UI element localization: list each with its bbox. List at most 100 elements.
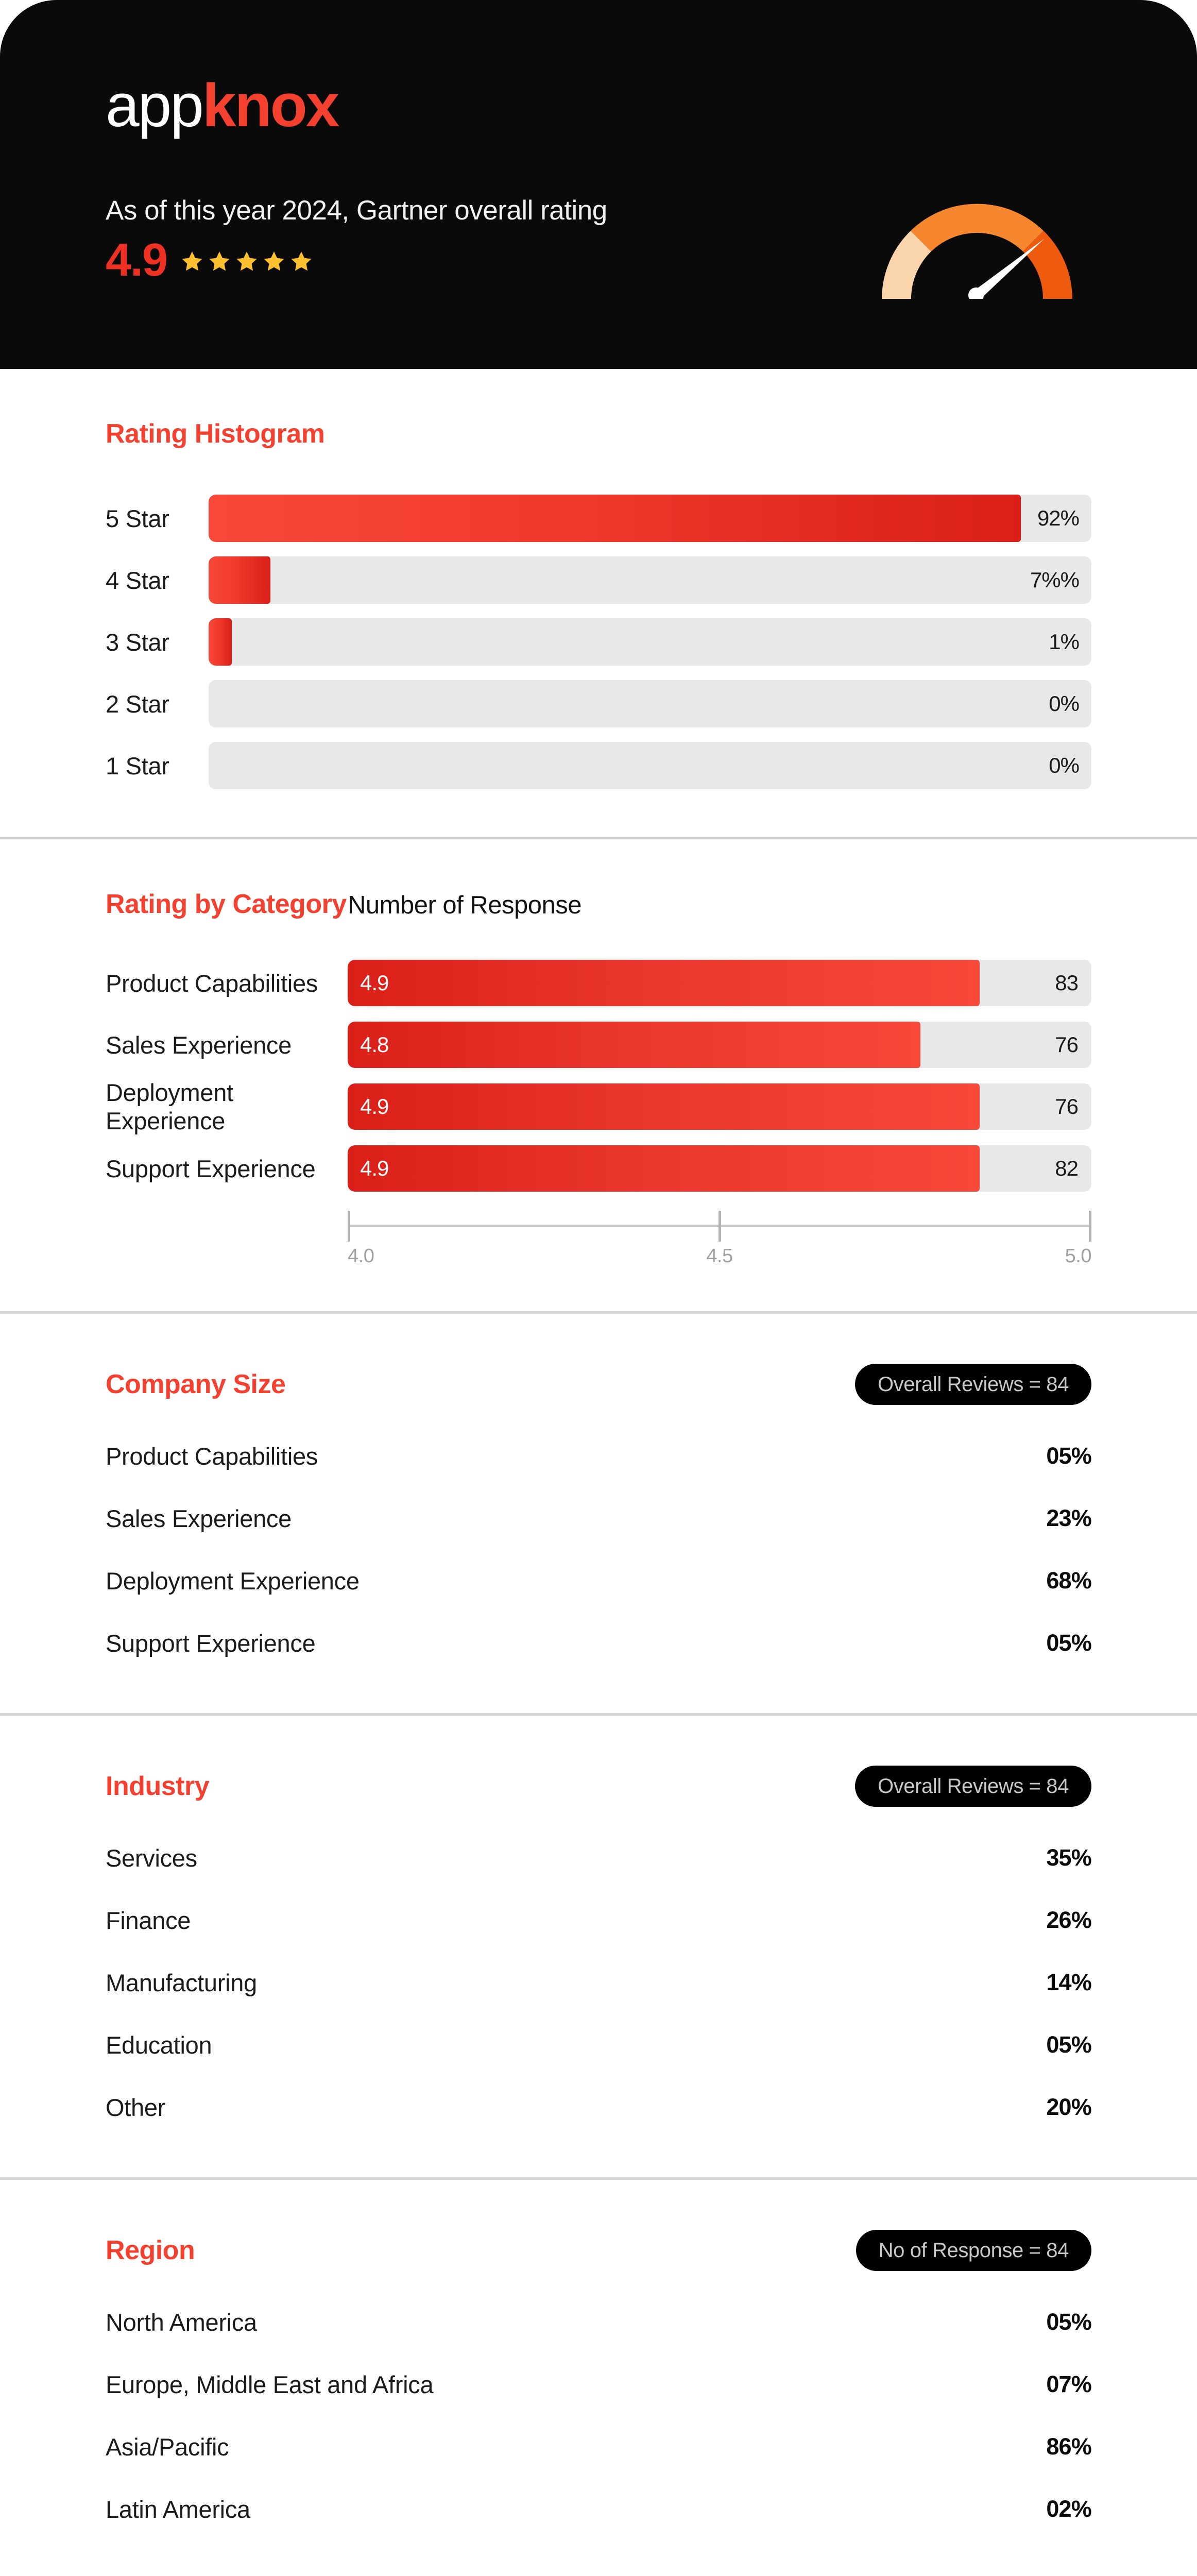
category-row-label: Support Experience xyxy=(106,1155,316,1182)
industry-header: Industry Overall Reviews = 84 xyxy=(106,1766,1091,1807)
brand-logo-knox: knox xyxy=(202,72,339,140)
table-row: Support Experience 4.9 82 xyxy=(106,1145,1091,1192)
list-item-value: 05% xyxy=(1046,1630,1091,1656)
region-rows: North America 05% Europe, Middle East an… xyxy=(106,2301,1092,2530)
list-item-value: 05% xyxy=(1046,2031,1091,2058)
section-divider xyxy=(0,837,1197,839)
table-row: 2 Star 0% xyxy=(106,680,1091,727)
histogram-row-value: 7%% xyxy=(1030,568,1080,592)
list-item: Asia/Pacific 86% xyxy=(106,2426,1092,2467)
status-badge: No of Response = 84 xyxy=(856,2230,1091,2271)
list-item-label: Deployment Experience xyxy=(106,1567,360,1595)
header-subtitle: As of this year 2024, Gartner overall ra… xyxy=(106,195,607,226)
category-response-count: 83 xyxy=(1055,971,1079,995)
list-item: Support Experience 05% xyxy=(106,1622,1092,1664)
company-size-rows: Product Capabilities 05% Sales Experienc… xyxy=(106,1435,1092,1664)
category-score: 4.9 xyxy=(360,1094,389,1118)
company-size-title: Company Size xyxy=(106,1369,286,1399)
axis-tick-label: 5.0 xyxy=(1065,1245,1092,1267)
histogram-row-value: 0% xyxy=(1049,691,1080,716)
category-bar-fill: 4.9 xyxy=(348,1145,980,1192)
histogram-bar-track: 7%% xyxy=(209,556,1091,604)
category-row-label: Sales Experience xyxy=(106,1031,292,1059)
list-item-value: 35% xyxy=(1046,1844,1091,1871)
list-item: North America 05% xyxy=(106,2301,1092,2343)
histogram-bar-track: 92% xyxy=(209,495,1091,542)
histogram-bar-track: 0% xyxy=(209,680,1091,727)
company-size-section: Company Size Overall Reviews = 84 Produc… xyxy=(0,1314,1197,1713)
rating-by-category-rows: Product Capabilities 4.9 83 Sales Experi… xyxy=(106,960,1091,1192)
list-item-label: Finance xyxy=(106,1906,191,1934)
list-item-label: Other xyxy=(106,2093,166,2121)
company-size-header: Company Size Overall Reviews = 84 xyxy=(106,1364,1091,1405)
list-item: Product Capabilities 05% xyxy=(106,1435,1092,1477)
star-icon xyxy=(182,251,202,271)
category-bar-fill: 4.9 xyxy=(348,960,980,1006)
section-divider xyxy=(0,2177,1197,2180)
list-item: Sales Experience 23% xyxy=(106,1498,1092,1539)
category-bar-track: 4.9 82 xyxy=(348,1145,1091,1192)
histogram-row-label: 5 Star xyxy=(106,504,169,532)
page-header: appknox As of this year 2024, Gartner ov… xyxy=(0,0,1197,369)
histogram-row-value: 1% xyxy=(1049,630,1080,654)
list-item: Finance 26% xyxy=(106,1900,1092,1941)
list-item-value: 68% xyxy=(1046,1567,1091,1594)
axis-tick xyxy=(1089,1211,1091,1242)
list-item-label: Education xyxy=(106,2031,212,2059)
category-row-label: Deployment Experience xyxy=(106,1079,233,1134)
section-divider xyxy=(0,1311,1197,1314)
region-section: Region No of Response = 84 North America… xyxy=(0,2180,1197,2576)
list-item-label: North America xyxy=(106,2308,257,2336)
histogram-row-value: 92% xyxy=(1037,506,1080,530)
rating-by-category-header: Rating by Category Number of Response xyxy=(106,891,1091,920)
rating-axis: 4.0 4.5 5.0 xyxy=(106,1207,1092,1267)
histogram-bar-fill xyxy=(209,495,1021,542)
table-row: 4 Star 7%% xyxy=(106,556,1091,604)
rating-histogram-rows: 5 Star 92% 4 Star 7%% 3 Star 1% xyxy=(106,495,1091,789)
histogram-row-label: 1 Star xyxy=(106,752,169,779)
category-row-label: Product Capabilities xyxy=(106,969,318,997)
axis-tick xyxy=(719,1211,721,1242)
list-item-label: Europe, Middle East and Africa xyxy=(106,2370,434,2398)
list-item-label: Support Experience xyxy=(106,1629,316,1657)
list-item-value: 20% xyxy=(1046,2094,1091,2120)
list-item-value: 14% xyxy=(1046,1969,1091,1995)
overall-rating-value: 4.9 xyxy=(106,234,168,286)
section-divider xyxy=(0,1713,1197,1716)
axis-tick-label: 4.0 xyxy=(348,1245,374,1267)
category-bar-fill: 4.8 xyxy=(348,1022,920,1068)
list-item: Deployment Experience 68% xyxy=(106,1560,1092,1601)
list-item-label: Manufacturing xyxy=(106,1969,257,1996)
histogram-bar-track: 1% xyxy=(209,618,1091,666)
category-response-count: 76 xyxy=(1055,1032,1079,1057)
list-item: Services 35% xyxy=(106,1837,1092,1878)
star-icon xyxy=(291,251,312,271)
list-item-label: Sales Experience xyxy=(106,1504,292,1532)
histogram-row-label: 2 Star xyxy=(106,690,169,718)
region-title: Region xyxy=(106,2235,195,2265)
category-response-count: 82 xyxy=(1055,1156,1079,1180)
list-item-value: 86% xyxy=(1046,2433,1091,2460)
list-item-value: 02% xyxy=(1046,2496,1091,2522)
table-row: Deployment Experience 4.9 76 xyxy=(106,1079,1091,1134)
rating-histogram-title: Rating Histogram xyxy=(106,419,325,449)
star-icon xyxy=(236,251,257,271)
list-item-label: Latin America xyxy=(106,2495,250,2523)
category-response-count: 76 xyxy=(1055,1094,1079,1118)
histogram-row-value: 0% xyxy=(1049,753,1080,777)
table-row: Sales Experience 4.8 76 xyxy=(106,1022,1091,1068)
list-item-label: Services xyxy=(106,1844,197,1872)
table-row: 5 Star 92% xyxy=(106,495,1091,542)
list-item-value: 05% xyxy=(1046,1443,1091,1469)
list-item: Education 05% xyxy=(106,2024,1092,2065)
category-bar-track: 4.9 83 xyxy=(348,960,1091,1006)
list-item-value: 23% xyxy=(1046,1505,1091,1531)
category-bar-fill: 4.9 xyxy=(348,1083,980,1130)
brand-logo-app: app xyxy=(106,72,204,140)
table-row: 1 Star 0% xyxy=(106,742,1091,789)
list-item: Manufacturing 14% xyxy=(106,1962,1092,2003)
gauge-icon xyxy=(882,204,1072,299)
list-item-label: Asia/Pacific xyxy=(106,2433,229,2461)
industry-section: Industry Overall Reviews = 84 Services 3… xyxy=(0,1716,1197,2177)
